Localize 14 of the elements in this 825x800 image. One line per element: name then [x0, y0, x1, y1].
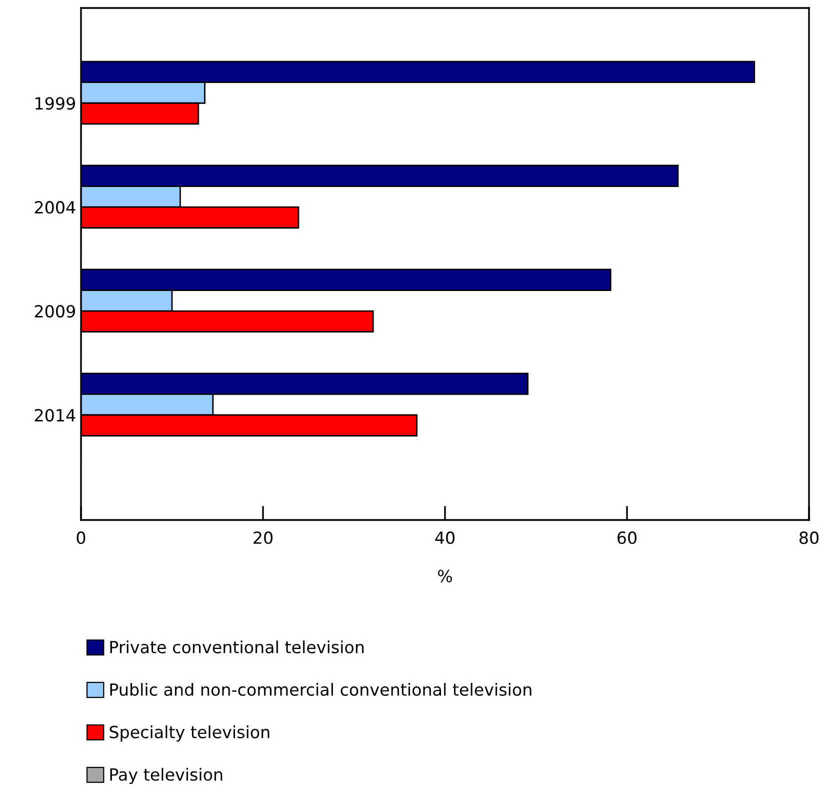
legend-label: Public and non-commercial conventional television [110, 682, 532, 696]
legend-label: Private conventional television [110, 640, 364, 654]
y-tick-label: 2009 [34, 305, 75, 318]
x-tick-label: 40 [435, 531, 454, 544]
x-tick-label: 0 [76, 531, 86, 544]
legend-label: Pay television [110, 768, 222, 784]
y-tick-label: 1999 [36, 97, 75, 110]
x-tick-label: 60 [618, 531, 636, 544]
legend-label: Specialty television [110, 725, 270, 742]
x-axis-title: % [438, 570, 452, 582]
x-tick-label: 80 [800, 531, 818, 544]
x-tick-label: 20 [254, 531, 272, 544]
y-tick-label: 2014 [34, 408, 76, 422]
y-tick-label: 2004 [34, 201, 76, 214]
